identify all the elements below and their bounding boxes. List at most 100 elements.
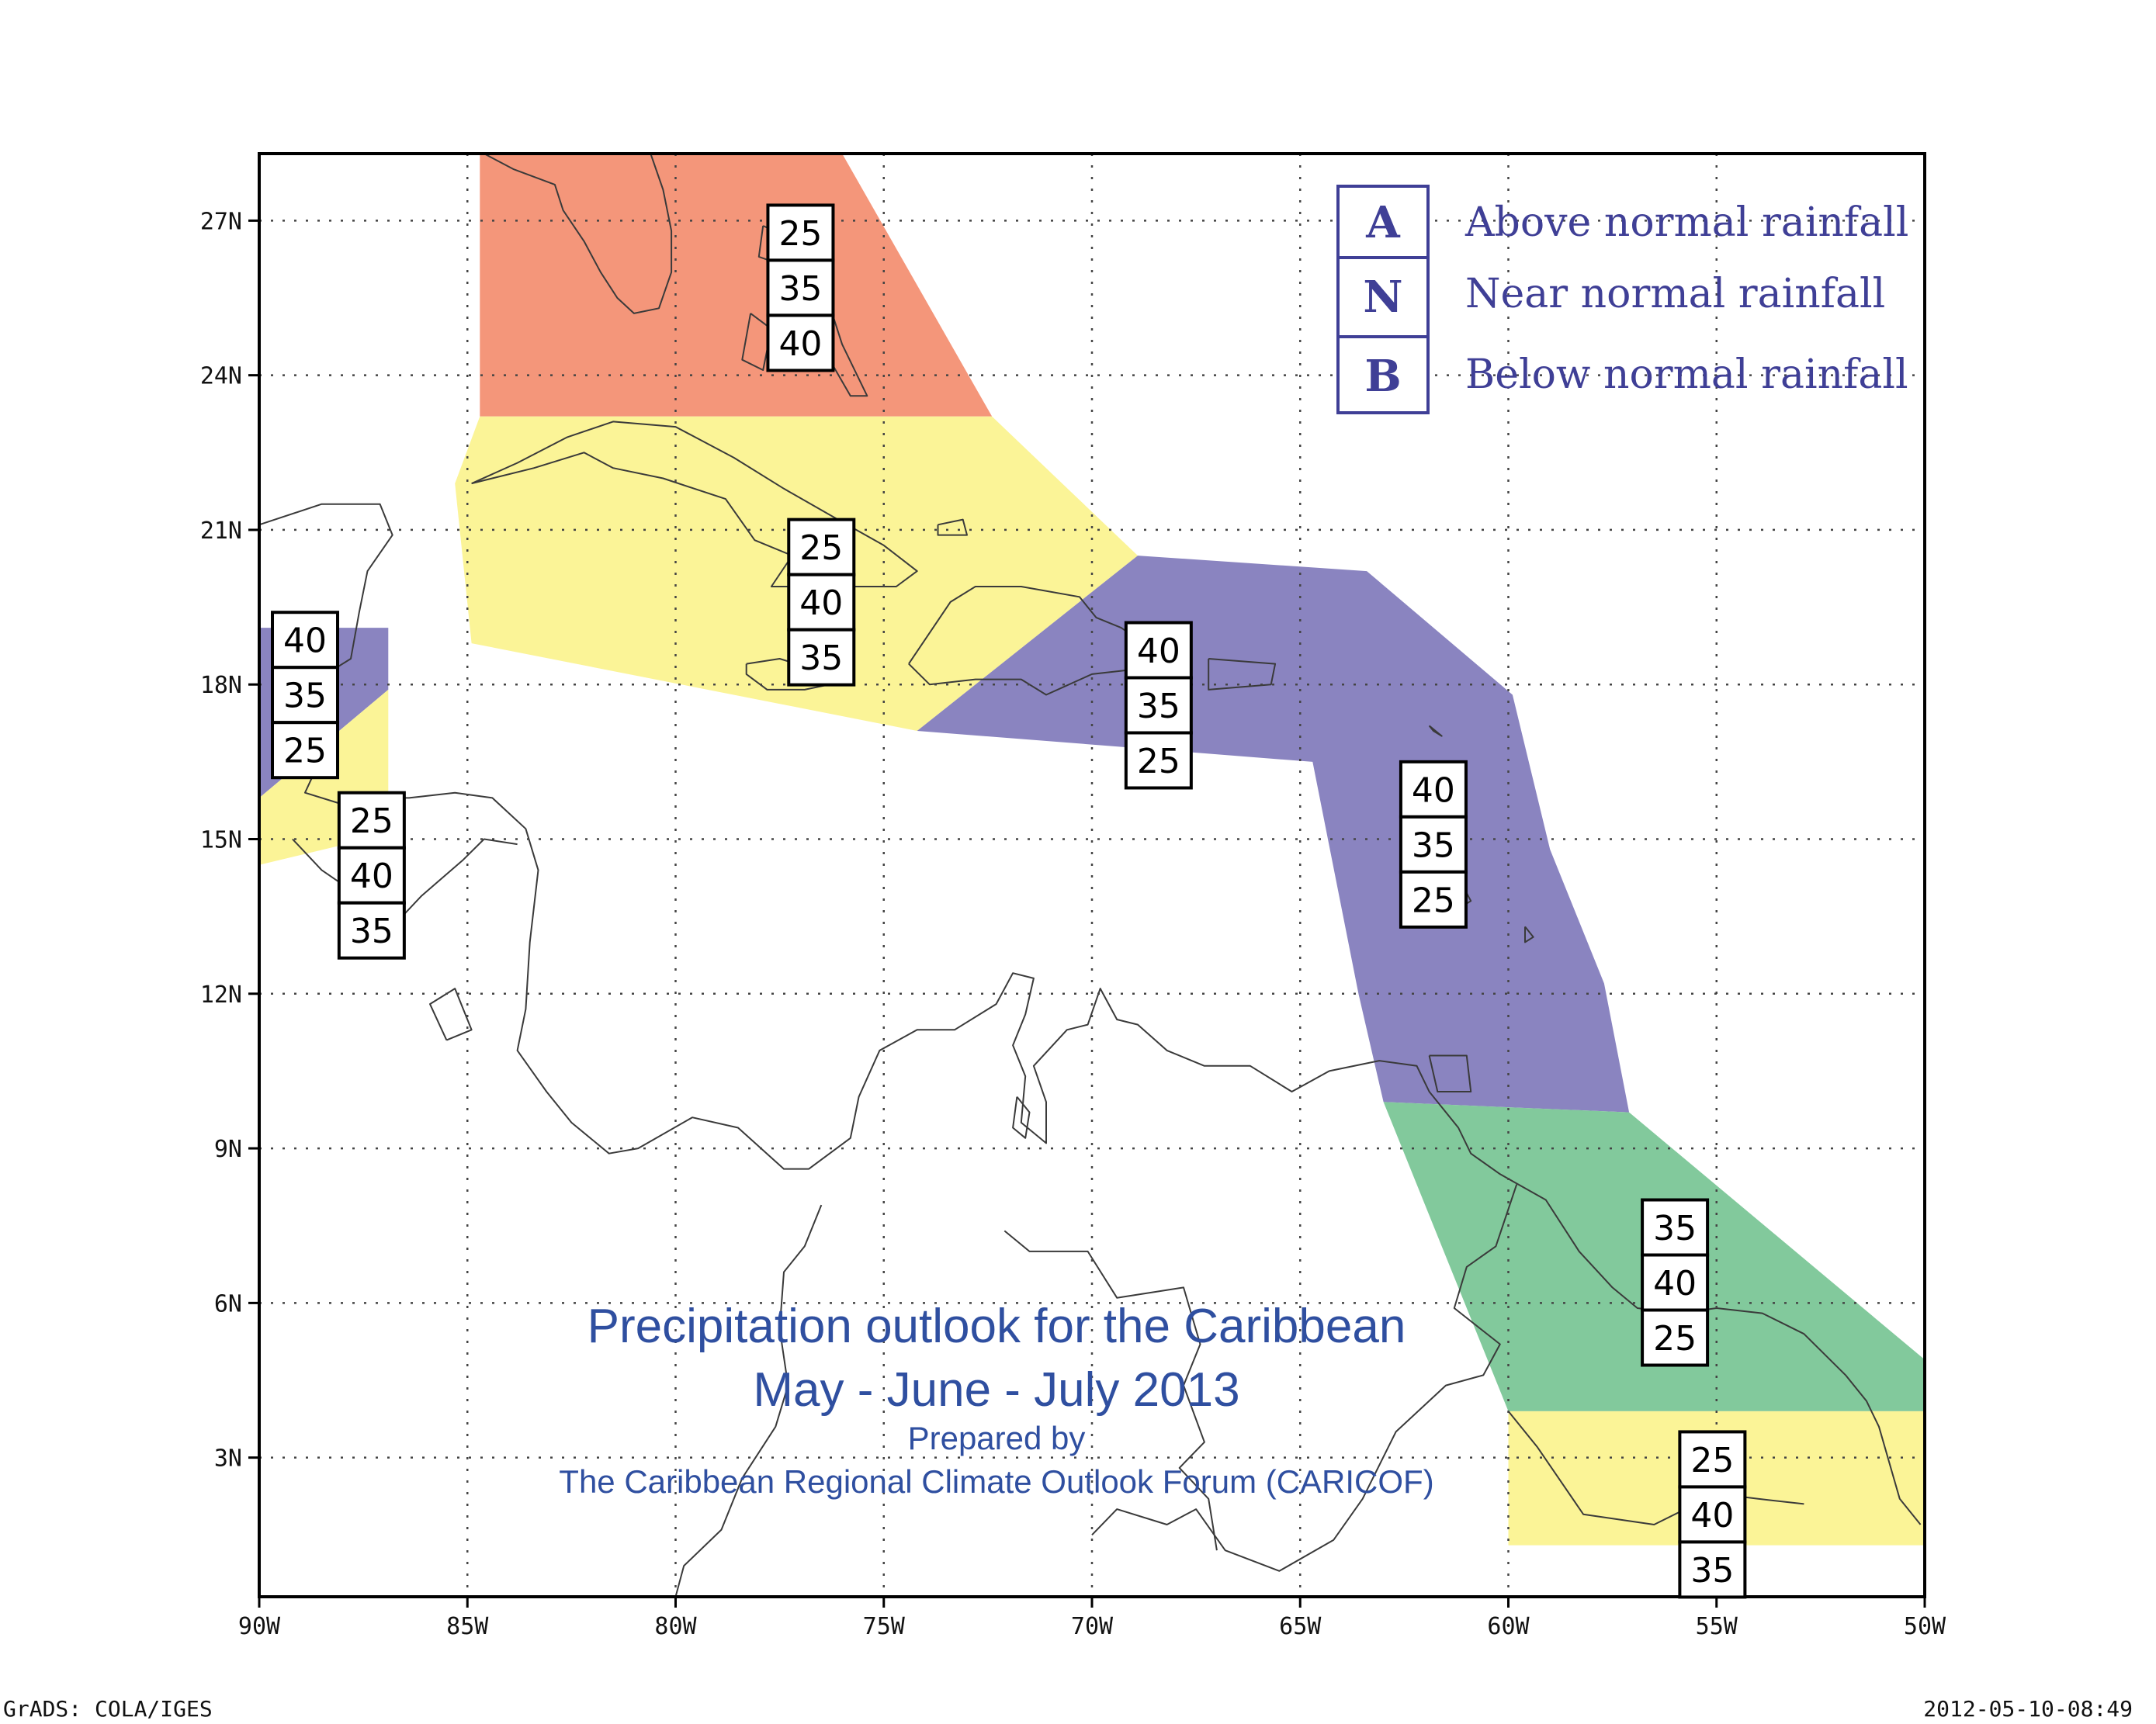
probability-cell	[766, 313, 835, 372]
x-tick-label: 80W	[654, 1613, 697, 1640]
title-line-1: Precipitation outlook for the Caribbean	[588, 1300, 1406, 1353]
probability-cell	[1124, 621, 1193, 680]
probability-value: 25	[1412, 881, 1455, 920]
x-tick-label: 60W	[1487, 1613, 1530, 1640]
x-tick-label: 55W	[1696, 1613, 1738, 1640]
coastline-segment	[484, 153, 673, 314]
probability-value: 35	[350, 912, 393, 951]
probability-cell	[1641, 1253, 1710, 1312]
probability-boxes: 2535402540354035252540354035254035253540…	[271, 203, 1747, 1599]
coastline-segment	[429, 988, 473, 1041]
probability-box: 25 40 35	[1678, 1430, 1747, 1599]
coastline-segment	[471, 421, 918, 587]
probability-cell	[1399, 870, 1468, 929]
coastline-segment	[741, 313, 772, 371]
probability-value: 35	[283, 677, 327, 716]
legend-label-near: Near normal rainfall	[1465, 271, 1885, 317]
probability-box: 40 35 25	[1399, 760, 1468, 929]
probability-box: 40 35 25	[1124, 621, 1193, 790]
probability-value: 25	[799, 528, 843, 568]
y-tick-label: 21N	[200, 518, 242, 545]
probability-value: 35	[1137, 687, 1180, 726]
probability-value: 35	[799, 639, 843, 678]
probability-cell	[1678, 1540, 1747, 1599]
y-tick-label: 18N	[200, 672, 242, 699]
coastline-segment	[937, 518, 968, 536]
title-line-2: May - June - July 2013	[753, 1363, 1239, 1417]
probability-cell	[787, 628, 856, 687]
probability-cell	[1641, 1308, 1710, 1367]
coastline-segment	[1507, 1411, 1804, 1525]
probability-value: 40	[778, 324, 822, 364]
y-tick-label: 6N	[214, 1290, 242, 1317]
coastline-segment	[1208, 658, 1277, 691]
coastline-segment	[1524, 926, 1534, 943]
probability-value: 35	[1412, 826, 1455, 865]
x-tick-label: 50W	[1904, 1613, 1946, 1640]
probability-value: 40	[1690, 1496, 1734, 1535]
coastline-segment	[674, 1204, 823, 1598]
probability-cell	[337, 901, 406, 960]
probability-cell	[1399, 815, 1468, 874]
legend-label-above: Above normal rainfall	[1464, 199, 1908, 246]
legend-box	[1336, 185, 1430, 414]
probability-cell	[1124, 731, 1193, 790]
probability-box: 25 40 35	[337, 791, 406, 960]
probability-value: 35	[1690, 1551, 1734, 1591]
lat-lon-grid	[259, 154, 1925, 1597]
probability-box: 25 40 35	[787, 518, 856, 687]
legend-letter-above: A	[1365, 197, 1401, 248]
probability-value: 40	[1412, 770, 1455, 810]
footer-credit: GrADS: COLA/IGES	[3, 1696, 213, 1722]
coastline-segment	[1428, 1054, 1472, 1092]
coastline-segment	[1428, 725, 1443, 737]
x-tick-label: 70W	[1071, 1613, 1114, 1640]
x-tick-label: 65W	[1279, 1613, 1322, 1640]
legend: A N B Above normal rainfall Near normal …	[1336, 185, 1908, 414]
region-northeast-caribbean	[917, 556, 1630, 1113]
probability-value: 25	[1690, 1441, 1734, 1480]
probability-value: 25	[778, 214, 822, 254]
probability-value: 40	[283, 621, 327, 661]
probability-value: 40	[1653, 1264, 1697, 1303]
probability-cell	[271, 666, 340, 725]
coastline-segment	[1003, 1230, 1218, 1551]
probability-value: 40	[799, 583, 843, 623]
coastline-segment	[1091, 1184, 1518, 1572]
x-tick-label: 90W	[238, 1613, 281, 1640]
probability-box: 25 35 40	[766, 203, 835, 372]
y-tick-label: 27N	[200, 208, 242, 235]
coastline-segment	[292, 838, 518, 928]
y-tick-label: 3N	[214, 1445, 242, 1473]
probability-value: 40	[1137, 632, 1180, 671]
probability-cell	[337, 846, 406, 905]
probability-value: 25	[1653, 1319, 1697, 1359]
probability-value: 40	[350, 857, 393, 896]
title-line-3: Prepared by	[908, 1420, 1086, 1456]
probability-box: 40 35 25	[271, 611, 340, 780]
y-tick-label: 12N	[200, 981, 242, 1009]
legend-letter-below: B	[1364, 351, 1401, 402]
legend-letter-near: N	[1363, 272, 1402, 323]
probability-value: 25	[350, 801, 393, 841]
y-tick-label: 9N	[214, 1136, 242, 1163]
y-tick-label: 15N	[200, 827, 242, 854]
region-bahamas-florida	[480, 154, 993, 417]
coastline-segment	[745, 658, 830, 691]
x-tick-label: 85W	[446, 1613, 489, 1640]
axis-labels: 90W 85W 80W 75W 70W 65W 60W 55W 50W 3N 6N 9N 12N 15N 1…	[200, 208, 1946, 1640]
map-title: Precipitation outlook for the Caribbean …	[559, 1300, 1433, 1500]
probability-box: 35 40 25	[1641, 1198, 1710, 1367]
probability-cell	[1678, 1485, 1747, 1544]
x-tick-label: 75W	[863, 1613, 906, 1640]
probability-value: 35	[778, 269, 822, 309]
y-tick-label: 24N	[200, 363, 242, 390]
probability-value: 35	[1653, 1209, 1697, 1248]
probability-cell	[271, 721, 340, 780]
probability-value: 25	[283, 732, 327, 771]
probability-cell	[1124, 676, 1193, 735]
legend-label-below: Below normal rainfall	[1465, 351, 1908, 398]
title-line-4: The Caribbean Regional Climate Outlook F…	[559, 1463, 1433, 1500]
probability-value: 25	[1137, 742, 1180, 781]
